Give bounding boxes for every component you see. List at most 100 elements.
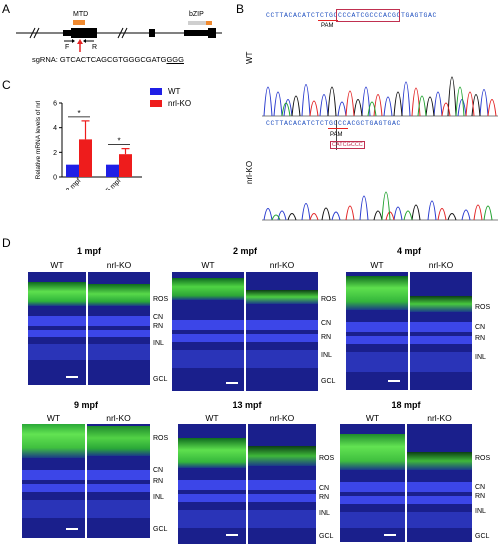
primer-r-label: R	[92, 44, 98, 51]
ko-deleted-bases: CATCGCCC	[330, 141, 365, 149]
micrograph-ko-13mpf	[248, 424, 316, 544]
gene-structure-diagram	[16, 20, 222, 52]
micrograph-ko-2mpf	[246, 272, 318, 391]
layer-rn-13: RN	[319, 494, 330, 501]
label-ko-1mpf: nrl-KO	[106, 260, 132, 270]
layer-rn-9: RN	[153, 478, 164, 485]
layer-gcl-9: GCL	[153, 526, 168, 533]
ko-trace-label: nrl-KO	[245, 160, 254, 184]
ko-pam-label: PAM	[330, 132, 343, 138]
group-title-2mpf: 2 mpf	[232, 246, 257, 256]
layer-rn-18: RN	[475, 493, 486, 500]
primer-f-label: F	[65, 44, 70, 51]
layer-ros-13: ROS	[319, 455, 335, 462]
ko-deletion-marker	[336, 120, 337, 150]
significance-star: *	[77, 109, 80, 118]
layer-cn-2: CN	[321, 320, 332, 327]
label-wt-4mpf: WT	[370, 260, 384, 270]
y-tick-label: 4	[53, 125, 57, 132]
group-title-18mpf: 18 mpf	[391, 400, 421, 410]
label-ko-18mpf: nrl-KO	[427, 413, 452, 423]
mrna-bar-chart: 0 2 4 6 Relative mRNA levels of nrl * 2 mpf * 5 …	[35, 100, 142, 190]
label-wt-13mpf: WT	[205, 413, 219, 423]
bar-nrl-ko-5-mpf	[119, 154, 132, 177]
legend-item-ko: nrl-KO	[150, 97, 191, 109]
layer-cn-13: CN	[319, 485, 330, 492]
layer-rn-1: RN	[153, 323, 164, 330]
legend-label-ko: nrl-KO	[168, 98, 192, 108]
panel-label-d: D	[2, 236, 11, 250]
micrograph-ko-9mpf	[87, 424, 150, 538]
label-ko-9mpf: nrl-KO	[106, 413, 131, 423]
layer-cn-9: CN	[153, 467, 164, 474]
bar-wt-2-mpf	[66, 164, 79, 177]
group-title-9mpf: 9 mpf	[73, 400, 98, 410]
legend-label-wt: WT	[168, 86, 181, 96]
panel-label-a: A	[2, 2, 11, 16]
ko-pam-underline	[328, 128, 348, 129]
mtd-label: MTD	[73, 11, 89, 18]
legend-item-wt: WT	[150, 85, 191, 97]
layer-ros-9: ROS	[153, 435, 169, 442]
bzip-label: bZIP	[189, 11, 204, 18]
sgrna-sequence: sgRNA: GTCACTCAGCGTGGGCGATGGGG	[32, 55, 184, 64]
layer-gcl-13: GCL	[319, 533, 334, 540]
label-ko-13mpf: nrl-KO	[269, 413, 295, 423]
wt-pam-underline	[318, 20, 338, 21]
micrograph-ko-1mpf	[88, 272, 150, 385]
group-title-13mpf: 13 mpf	[232, 400, 262, 410]
x-tick-label: 5 mpf	[105, 177, 122, 190]
label-wt-2mpf: WT	[201, 260, 215, 270]
layer-cn-4: CN	[475, 324, 486, 331]
layer-inl-9: INL	[153, 494, 164, 501]
y-axis-label: Relative mRNA levels of nrl	[35, 100, 42, 179]
panel-label-c: C	[2, 78, 11, 92]
layer-inl-13: INL	[319, 510, 330, 517]
group-title-1mpf: 1 mpf	[76, 246, 101, 256]
wt-chromatogram	[262, 76, 498, 117]
layer-ros-18: ROS	[475, 455, 491, 462]
bar-nrl-ko-2-mpf	[79, 139, 92, 177]
layer-rn-4: RN	[475, 335, 486, 342]
y-tick-label: 2	[53, 150, 57, 157]
micrograph-ko-4mpf	[410, 272, 472, 390]
layer-inl-18: INL	[475, 508, 486, 515]
wt-trace-label: WT	[245, 51, 254, 64]
label-ko-4mpf: nrl-KO	[428, 260, 454, 270]
label-wt-9mpf: WT	[46, 413, 61, 423]
legend-swatch-wt	[150, 87, 162, 95]
layer-gcl-1: GCL	[153, 376, 168, 383]
micrograph-wt-1mpf	[28, 272, 86, 385]
wt-sequence: CCTTACACATCTCTGCCCCATCGCCCACGCTGAGTGAC	[266, 12, 438, 19]
y-tick-label: 6	[53, 101, 57, 108]
layer-inl-2: INL	[321, 352, 332, 359]
x-tick-label: 2 mpf	[65, 177, 82, 190]
layer-rn-2: RN	[321, 334, 332, 341]
wt-target-box	[336, 9, 400, 22]
wt-pam-label: PAM	[321, 23, 334, 29]
group-title-4mpf: 4 mpf	[396, 246, 421, 256]
ko-sequence: CCTTACACATCTCTGCCCACGCTGAGTGAC	[266, 120, 402, 127]
layer-cn-18: CN	[475, 484, 486, 491]
significance-star: *	[117, 137, 120, 146]
layer-ros-1: ROS	[153, 296, 169, 303]
micrograph-wt-18mpf	[340, 424, 405, 542]
micrograph-wt-2mpf	[172, 272, 244, 391]
y-tick-label: 0	[53, 175, 57, 182]
chart-legend: WT nrl-KO	[150, 85, 191, 109]
micrograph-wt-9mpf	[22, 424, 85, 538]
label-wt-18mpf: WT	[365, 413, 380, 423]
label-ko-2mpf: nrl-KO	[269, 260, 295, 270]
layer-inl-4: INL	[475, 354, 486, 361]
layer-gcl-18: GCL	[475, 533, 490, 540]
legend-swatch-ko	[150, 99, 162, 107]
micrograph-wt-4mpf	[346, 272, 408, 390]
label-wt-1mpf: WT	[50, 260, 64, 270]
layer-inl-1: INL	[153, 340, 164, 347]
layer-gcl-2: GCL	[321, 378, 336, 385]
panel-label-b: B	[236, 2, 245, 16]
layer-ros-4: ROS	[475, 304, 491, 311]
layer-cn-1: CN	[153, 314, 164, 321]
ko-chromatogram	[262, 191, 498, 221]
micrograph-ko-18mpf	[407, 424, 472, 542]
